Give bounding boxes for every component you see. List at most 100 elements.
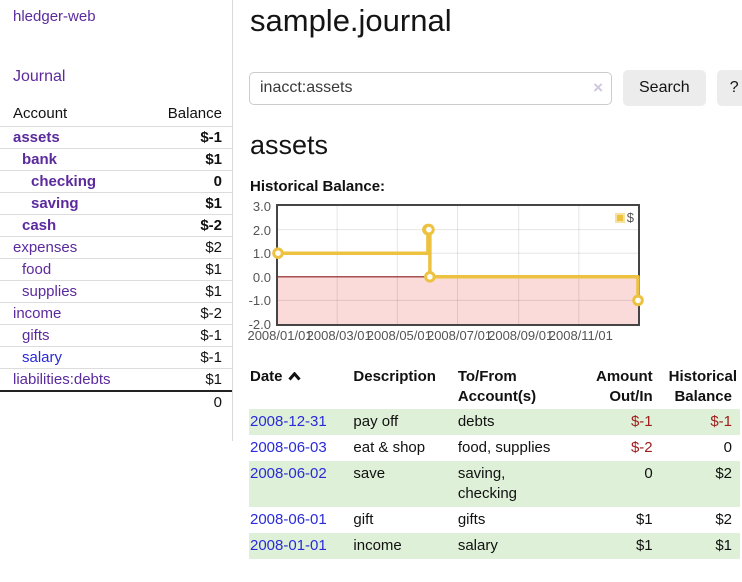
account-balance: $1 [141, 192, 232, 215]
column-label: Amount Out/In [596, 368, 653, 405]
transaction-date-link[interactable]: 2008-06-03 [250, 439, 327, 456]
register-row: 2008-06-02 save saving, checking 0 $2 [249, 461, 740, 507]
legend-label: $ [626, 210, 634, 225]
accounts-total-row: 0 [0, 390, 232, 413]
register-header-row: Date Description To/From Account(s) Amount … [249, 365, 740, 409]
clear-search-icon[interactable]: × [593, 77, 603, 97]
chart-title: Historical Balance: [250, 178, 386, 195]
register-column-date[interactable]: Date [249, 365, 345, 409]
column-label: To/From Account(s) [457, 368, 537, 405]
transaction-accounts: debts [457, 413, 495, 430]
account-link[interactable]: assets [13, 129, 60, 146]
x-tick-label: 2008/05/01 [366, 328, 432, 343]
account-link[interactable]: food [22, 261, 52, 278]
account-row: assets $-1 [0, 126, 232, 149]
account-link[interactable]: cash [22, 217, 57, 234]
account-balance: $2 [141, 236, 232, 259]
column-label: Date [250, 368, 283, 385]
account-row: income $-2 [0, 302, 232, 325]
account-balance: $1 [141, 368, 232, 391]
sidebar-item-journal[interactable]: Journal [13, 68, 66, 85]
transaction-accounts: food, supplies [457, 439, 551, 456]
account-link[interactable]: income [13, 305, 62, 322]
sidebar: hledger-web Journal Account Balance asse… [0, 0, 233, 441]
app-layout: hledger-web Journal Account Balance asse… [0, 0, 742, 559]
transaction-amount: 0 [644, 465, 653, 482]
account-link[interactable]: checking [31, 173, 97, 190]
account-link[interactable]: bank [22, 151, 58, 168]
account-link[interactable]: liabilities:debts [13, 371, 111, 388]
brand-link[interactable]: hledger-web [13, 8, 96, 25]
register-row: 2008-06-03 eat & shop food, supplies $-2 0 [249, 435, 740, 461]
y-tick-label: -2.0 [248, 317, 271, 332]
account-row: gifts $-1 [0, 324, 232, 347]
legend-swatch-icon [614, 212, 625, 223]
register-column-historical-balance: Historical Balance [661, 365, 740, 409]
transaction-date-link[interactable]: 2008-12-31 [250, 413, 327, 430]
transaction-description: eat & shop [353, 439, 426, 456]
search-box: × [249, 71, 612, 105]
register-column-description: Description [345, 365, 449, 409]
transaction-accounts: saving, checking [457, 465, 518, 502]
account-link[interactable]: saving [31, 195, 79, 212]
y-tick-label: 1.0 [252, 246, 271, 262]
chart-y-axis: 3.0 2.0 1.0 0.0 -1.0 -2.0 [249, 200, 276, 331]
transaction-amount: $1 [635, 537, 653, 554]
transaction-balance: 0 [723, 439, 732, 456]
historical-balance-chart: 3.0 2.0 1.0 0.0 -1.0 -2.0 $ 2008/01/01 2008/03… [247, 200, 740, 344]
account-balance: $1 [141, 280, 232, 303]
account-row: saving $1 [0, 192, 232, 215]
chart-canvas [272, 206, 644, 324]
account-link[interactable]: expenses [13, 239, 78, 256]
transaction-accounts: gifts [457, 511, 486, 528]
account-row: salary $-1 [0, 346, 232, 369]
account-row: supplies $1 [0, 280, 232, 303]
register-column-to-from-account-s-: To/From Account(s) [450, 365, 581, 409]
transaction-amount: $1 [635, 511, 653, 528]
account-balance: $1 [141, 148, 232, 171]
transaction-balance: $-1 [710, 413, 732, 430]
transaction-description: gift [353, 511, 374, 528]
transaction-accounts: salary [457, 537, 498, 554]
transaction-balance: $2 [715, 511, 732, 528]
accounts-header-row: Account Balance [0, 102, 232, 127]
chart-plot-area: $ [272, 204, 644, 326]
account-link[interactable]: supplies [22, 283, 78, 300]
accounts-column-account: Account [13, 105, 68, 122]
account-link[interactable]: gifts [22, 327, 50, 344]
search-row: × Search ? [249, 70, 742, 106]
account-balance: $-1 [141, 346, 232, 369]
transaction-balance: $1 [715, 537, 732, 554]
transaction-amount: $-2 [630, 439, 653, 456]
register-row: 2008-01-01 income salary $1 $1 [249, 533, 740, 559]
page-title: sample.journal [250, 3, 452, 38]
account-row: checking 0 [0, 170, 232, 193]
account-row: liabilities:debts $1 [0, 368, 232, 391]
chart-legend: $ [613, 210, 635, 225]
register-row: 2008-06-01 gift gifts $1 $2 [249, 507, 740, 533]
transaction-date-link[interactable]: 2008-01-01 [250, 537, 327, 554]
x-tick-label: 2008/01/01 [247, 328, 313, 343]
account-link[interactable]: salary [22, 349, 63, 366]
help-button[interactable]: ? [716, 70, 742, 106]
account-row: food $1 [0, 258, 232, 281]
transaction-date-link[interactable]: 2008-06-02 [250, 465, 327, 482]
y-tick-label: 0.0 [252, 269, 271, 285]
spacer [0, 390, 142, 413]
accounts-table: Account Balance assets $-1 bank $1 checking 0… [0, 102, 232, 413]
search-input[interactable] [249, 71, 612, 105]
search-button[interactable]: Search [623, 70, 706, 106]
x-tick-label: 2008/09/01 [488, 328, 554, 343]
transaction-description: save [353, 465, 386, 482]
x-tick-label: 2008/11/01 [548, 328, 613, 343]
column-label: Description [353, 368, 436, 385]
main-content: sample.journal × Search ? assets Histori… [233, 0, 742, 559]
account-balance: $1 [141, 258, 232, 281]
register-column-amount-out-in: Amount Out/In [580, 365, 660, 409]
transaction-description: income [353, 537, 402, 554]
x-tick-label: 2008/03/01 [306, 328, 372, 343]
sort-ascending-icon [287, 372, 301, 381]
transaction-description: pay off [353, 413, 399, 430]
account-row: expenses $2 [0, 236, 232, 259]
transaction-date-link[interactable]: 2008-06-01 [250, 511, 327, 528]
